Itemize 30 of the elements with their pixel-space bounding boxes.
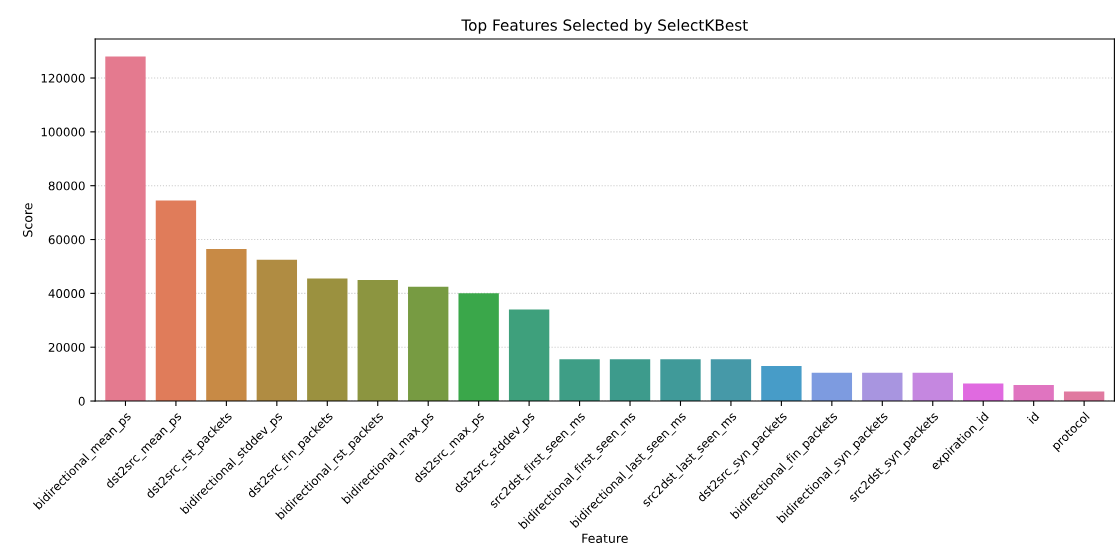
bar xyxy=(1013,384,1054,402)
y-tick-label: 0 xyxy=(78,396,85,406)
bar xyxy=(761,366,802,402)
bar xyxy=(206,248,247,402)
y-tick-label: 60000 xyxy=(48,235,85,245)
y-tick-label: 40000 xyxy=(48,289,85,299)
bar xyxy=(862,372,903,402)
bar xyxy=(155,200,197,402)
bar xyxy=(710,359,752,402)
y-tick-label: 100000 xyxy=(41,127,85,137)
bar xyxy=(508,309,550,402)
bar xyxy=(105,56,146,402)
y-tick-label: 120000 xyxy=(41,73,85,83)
chart-title: Top Features Selected by SelectKBest xyxy=(461,19,748,34)
bar xyxy=(307,278,348,402)
x-tick-label: id xyxy=(1026,411,1040,425)
bar xyxy=(609,359,651,402)
bar xyxy=(912,372,953,402)
bar xyxy=(357,279,398,402)
x-axis-title: Feature xyxy=(582,533,628,543)
y-tick-label: 20000 xyxy=(48,342,85,352)
y-tick-label: 80000 xyxy=(48,181,85,191)
y-axis-title: Score xyxy=(22,203,33,237)
bar xyxy=(458,293,499,402)
bar xyxy=(660,359,701,402)
bar xyxy=(963,383,1004,402)
bar xyxy=(559,359,600,402)
bar xyxy=(408,286,449,402)
bar xyxy=(811,372,853,402)
bar xyxy=(256,259,298,402)
